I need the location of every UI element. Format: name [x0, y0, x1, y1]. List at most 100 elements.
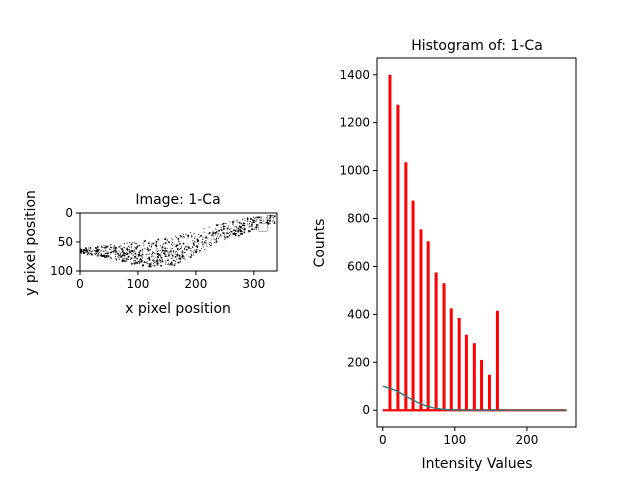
image-speckle	[156, 248, 158, 250]
image-speckle	[107, 252, 109, 255]
image-speckle	[157, 256, 158, 257]
image-speckle	[221, 229, 223, 231]
image-speckle	[223, 235, 225, 237]
image-speckle	[178, 261, 180, 263]
image-speckle	[225, 223, 227, 224]
image-speckle	[101, 252, 102, 254]
image-speckle	[165, 237, 167, 239]
image-speckle	[120, 247, 122, 249]
image-speckle	[219, 235, 221, 237]
image-speckle	[124, 252, 126, 255]
image-speckle	[170, 263, 172, 265]
image-speckle	[91, 253, 93, 256]
image-speckle	[210, 245, 211, 246]
image-speckle	[253, 216, 254, 218]
image-speckle	[172, 239, 174, 241]
image-speckle	[249, 221, 251, 223]
histogram-x-tick-label: 100	[443, 433, 466, 447]
image-speckle	[242, 219, 243, 220]
image-speckle	[171, 237, 172, 239]
image-speckle	[86, 253, 88, 255]
image-speckle	[152, 251, 153, 253]
image-speckle	[177, 255, 178, 257]
image-speckle	[160, 257, 163, 259]
image-speckle	[148, 259, 151, 261]
image-speckle	[136, 246, 138, 248]
image-speckle	[173, 260, 175, 261]
image-speckle	[214, 232, 217, 234]
image-speckle	[135, 261, 137, 263]
image-speckle	[243, 231, 246, 234]
image-speckle	[172, 242, 173, 243]
image-speckle	[129, 241, 130, 243]
image-speckle	[238, 231, 240, 233]
image-speckle	[191, 255, 193, 256]
image-speckle	[110, 244, 112, 245]
image-speckle	[138, 255, 140, 257]
image-speckle	[100, 250, 101, 252]
image-speckle	[80, 251, 82, 253]
image-speckle	[243, 228, 246, 231]
image-speckle	[168, 263, 170, 265]
image-speckle	[120, 256, 123, 258]
image-speckle	[205, 236, 207, 239]
image-speckle	[223, 228, 225, 230]
image-speckle	[253, 220, 255, 221]
image-speckle	[166, 256, 168, 257]
image-speckle	[219, 233, 221, 235]
image-speckle	[142, 257, 143, 259]
image-speckle	[166, 251, 168, 253]
image-speckle	[155, 245, 158, 248]
image-speckle	[192, 247, 194, 248]
image-speckle	[135, 262, 137, 264]
image-speckle	[97, 253, 99, 255]
image-speckle	[202, 239, 204, 241]
image-speckle	[190, 256, 192, 258]
image-speckle	[210, 241, 212, 243]
image-speckle	[269, 220, 271, 222]
image-speckle	[178, 256, 180, 258]
image-speckle	[240, 229, 242, 231]
image-speckle	[173, 243, 175, 245]
image-speckle	[120, 252, 122, 254]
image-speckle	[89, 250, 91, 252]
image-speckle	[149, 263, 151, 265]
image-speckle	[94, 250, 96, 252]
image-speckle	[239, 230, 242, 233]
image-speckle	[266, 215, 268, 217]
image-speckle	[254, 217, 256, 219]
image-speckle	[244, 220, 246, 222]
image-speckle	[119, 255, 121, 257]
image-speckle	[165, 262, 167, 264]
image-speckle	[179, 261, 181, 263]
image-speckle	[188, 256, 190, 258]
image-speckle	[127, 249, 129, 251]
image-speckle	[164, 238, 166, 240]
image-speckle	[192, 240, 194, 242]
image-speckle	[118, 247, 120, 248]
image-speckle	[241, 233, 243, 235]
image-speckle	[190, 234, 192, 236]
image-speckle	[234, 230, 237, 232]
image-speckle	[106, 257, 108, 259]
image-speckle	[218, 237, 219, 239]
image-speckle	[184, 248, 185, 249]
histogram-x-tick-label: 0	[379, 433, 387, 447]
image-speckle	[151, 246, 152, 248]
image-speckle	[135, 260, 136, 262]
image-speckle	[139, 245, 141, 246]
image-speckle	[103, 251, 104, 253]
image-speckle	[200, 250, 201, 252]
image-speckle	[233, 234, 235, 235]
image-speckle	[136, 243, 137, 245]
image-speckle	[236, 228, 238, 230]
image-speckle	[250, 228, 252, 230]
image-speckle	[103, 248, 105, 250]
image-speckle	[233, 232, 235, 234]
image-speckle	[90, 248, 92, 250]
image-speckle	[100, 254, 102, 256]
image-speckle	[136, 258, 138, 260]
image-speckle	[251, 225, 253, 227]
image-speckle	[237, 227, 240, 230]
